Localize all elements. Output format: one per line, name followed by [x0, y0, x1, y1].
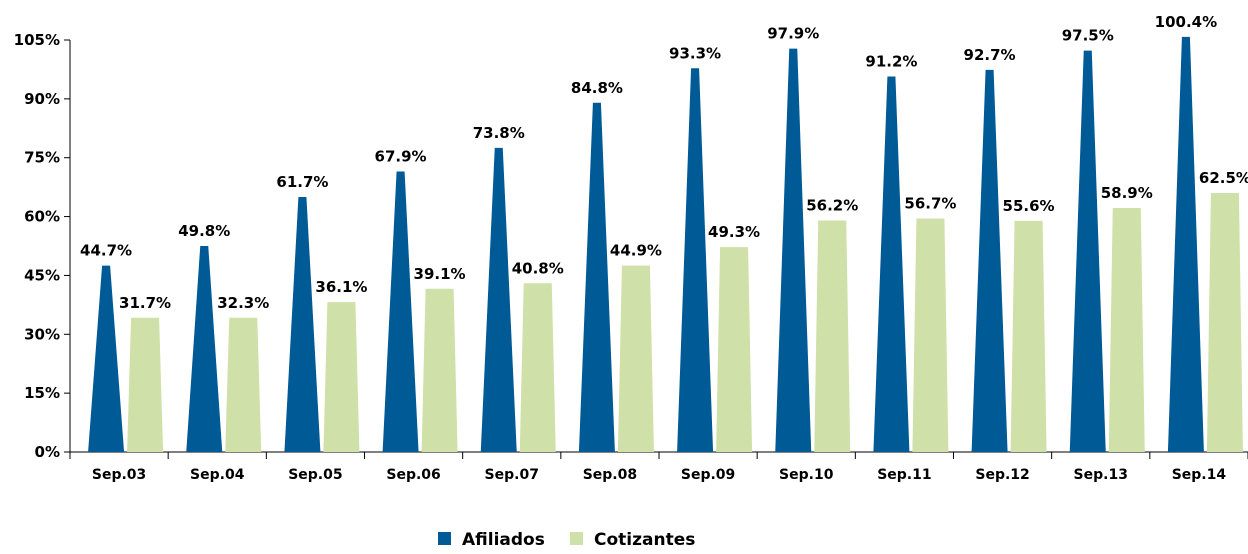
data-label-cotizantes: 40.8%	[512, 259, 564, 277]
legend-swatch-afiliados	[438, 532, 451, 545]
legend-label-cotizantes: Cotizantes	[594, 530, 695, 550]
data-label-afiliados: 49.8%	[178, 222, 230, 240]
x-tick-label: Sep.07	[485, 467, 539, 483]
bar-afiliados-sep-14	[1167, 36, 1204, 452]
data-label-afiliados: 44.7%	[80, 242, 132, 260]
data-label-afiliados: 73.8%	[473, 124, 525, 142]
x-tick-label: Sep.12	[975, 467, 1029, 483]
x-tick-label: Sep.14	[1172, 467, 1227, 483]
bar-afiliados-sep-03	[88, 265, 125, 452]
data-label-afiliados: 93.3%	[669, 44, 721, 62]
bar-afiliados-sep-10	[775, 48, 812, 452]
bar-cotizantes-sep-06	[421, 288, 458, 452]
y-tick-label: 75%	[24, 149, 60, 167]
legend: Afiliados Cotizantes	[438, 530, 695, 550]
bar-cotizantes-sep-12	[1010, 220, 1047, 452]
bar-afiliados-sep-05	[284, 196, 321, 452]
bar-cotizantes-sep-04	[225, 317, 262, 452]
data-label-cotizantes: 62.5%	[1199, 169, 1248, 187]
bar-afiliados-sep-11	[873, 76, 910, 453]
data-label-cotizantes: 31.7%	[119, 294, 171, 312]
y-tick-label: 0%	[35, 443, 60, 461]
data-label-cotizantes: 56.7%	[904, 195, 956, 213]
bar-cotizantes-sep-11	[912, 218, 949, 452]
data-label-afiliados: 97.5%	[1062, 27, 1114, 45]
data-label-cotizantes: 44.9%	[610, 242, 662, 260]
x-tick-label: Sep.06	[386, 467, 440, 483]
x-tick-label: Sep.08	[583, 467, 637, 483]
bar-afiliados-sep-04	[186, 246, 223, 452]
data-label-cotizantes: 39.1%	[414, 265, 466, 283]
data-label-afiliados: 92.7%	[964, 46, 1016, 64]
bar-afiliados-sep-07	[480, 147, 517, 452]
data-label-cotizantes: 32.3%	[217, 294, 269, 312]
y-tick-label: 45%	[24, 266, 60, 284]
bar-cotizantes-sep-08	[617, 265, 654, 452]
y-axis: 0% 15% 30% 45% 60% 75% 90% 105%	[14, 31, 71, 461]
x-tick-label: Sep.11	[877, 467, 931, 483]
data-labels: 44.7% 49.8% 61.7% 67.9% 73.8% 84.8% 93.3% 97.9%…	[80, 13, 1248, 312]
x-tick-label: Sep.09	[681, 467, 735, 483]
data-label-cotizantes: 55.6%	[1003, 197, 1055, 215]
x-tick-label: Sep.03	[92, 467, 146, 483]
x-tick-label: Sep.10	[779, 467, 834, 483]
data-label-afiliados: 97.9%	[767, 25, 819, 43]
bar-cotizantes-sep-14	[1206, 193, 1243, 452]
y-tick-label: 15%	[24, 384, 60, 402]
data-label-afiliados: 100.4%	[1155, 13, 1217, 31]
data-label-afiliados: 67.9%	[375, 147, 427, 165]
bar-cotizantes-sep-05	[323, 302, 360, 452]
data-label-afiliados: 84.8%	[571, 79, 623, 97]
bar-afiliados-sep-12	[971, 69, 1008, 452]
bar-cotizantes-sep-03	[127, 317, 164, 452]
x-tick-label: Sep.04	[190, 467, 245, 483]
bars	[88, 36, 1243, 453]
y-tick-label: 105%	[14, 31, 60, 49]
bar-afiliados-sep-08	[578, 102, 615, 453]
bar-cotizantes-sep-13	[1108, 207, 1145, 452]
data-label-cotizantes: 49.3%	[708, 223, 760, 241]
legend-swatch-cotizantes	[570, 532, 583, 545]
y-tick-label: 90%	[24, 90, 60, 108]
data-label-cotizantes: 36.1%	[315, 278, 367, 296]
bar-afiliados-sep-13	[1069, 50, 1106, 452]
x-axis: Sep.03 Sep.04 Sep.05 Sep.06 Sep.07 Sep.08 Sep.…	[69, 451, 1248, 483]
y-tick-label: 60%	[24, 208, 60, 226]
x-tick-label: Sep.13	[1074, 467, 1128, 483]
legend-label-afiliados: Afiliados	[462, 530, 545, 550]
bar-afiliados-sep-09	[677, 68, 714, 452]
bar-cotizantes-sep-10	[814, 220, 851, 452]
data-label-cotizantes: 58.9%	[1101, 184, 1153, 202]
data-label-afiliados: 91.2%	[865, 52, 917, 70]
data-label-afiliados: 61.7%	[276, 173, 328, 191]
x-tick-label: Sep.05	[288, 467, 342, 483]
bar-afiliados-sep-06	[382, 171, 419, 452]
data-label-cotizantes: 56.2%	[806, 196, 858, 214]
bar-cotizantes-sep-09	[716, 247, 753, 452]
y-tick-label: 30%	[24, 325, 60, 343]
bar-cotizantes-sep-07	[519, 283, 556, 452]
